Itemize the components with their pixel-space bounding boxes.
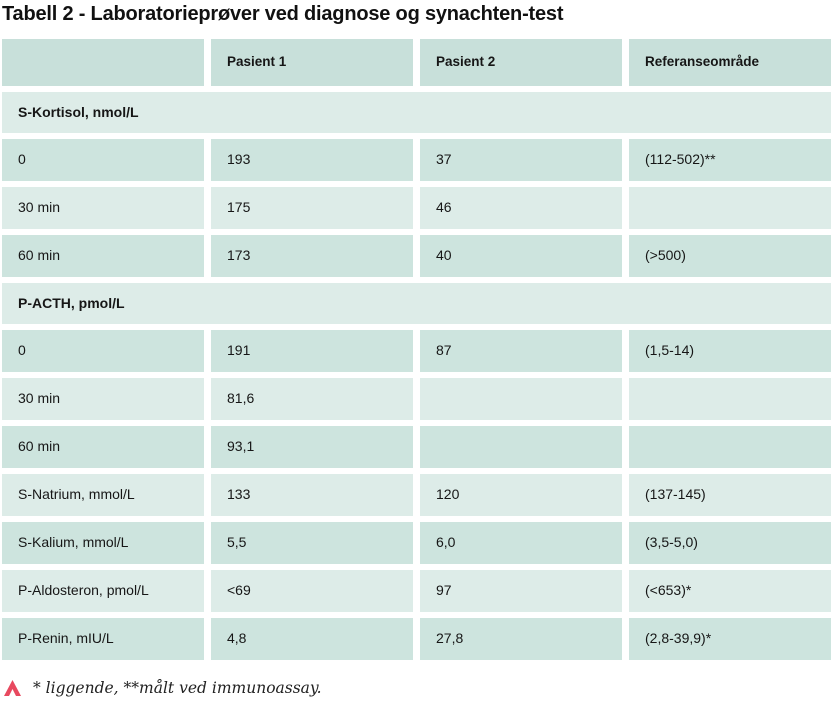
table-cell: 87 xyxy=(420,330,622,372)
table-row: 0 191 87 (1,5-14) xyxy=(2,330,831,372)
section-header-row-p-acth: P-ACTH, pmol/L xyxy=(2,283,831,324)
table-cell: S-Natrium, mmol/L xyxy=(2,474,204,516)
table-cell: P-Renin, mIU/L xyxy=(2,618,204,660)
table-cell: 0 xyxy=(2,330,204,372)
table-cell: 175 xyxy=(211,187,413,229)
table-cell: 97 xyxy=(420,570,622,612)
table-cell: 60 min xyxy=(2,426,204,468)
section-header-label: S-Kortisol, nmol/L xyxy=(2,92,831,133)
table-cell: 81,6 xyxy=(211,378,413,420)
column-header-pasient-2: Pasient 2 xyxy=(420,39,622,86)
table-cell: 30 min xyxy=(2,378,204,420)
table-cell: 0 xyxy=(2,139,204,181)
table-cell: 4,8 xyxy=(211,618,413,660)
table-cell xyxy=(629,378,831,420)
table-cell xyxy=(629,426,831,468)
table-row: 60 min 173 40 (>500) xyxy=(2,235,831,277)
table-cell: 27,8 xyxy=(420,618,622,660)
table-cell: (3,5-5,0) xyxy=(629,522,831,564)
column-header-pasient-1: Pasient 1 xyxy=(211,39,413,86)
table-cell: 173 xyxy=(211,235,413,277)
footnote-text: * liggende, **målt ved immunoassay. xyxy=(33,679,322,697)
table-cell xyxy=(420,378,622,420)
table-cell: <69 xyxy=(211,570,413,612)
table-cell: S-Kalium, mmol/L xyxy=(2,522,204,564)
section-header-row-s-kortisol: S-Kortisol, nmol/L xyxy=(2,92,831,133)
table-cell xyxy=(420,426,622,468)
table-row: S-Kalium, mmol/L 5,5 6,0 (3,5-5,0) xyxy=(2,522,831,564)
table-cell: 193 xyxy=(211,139,413,181)
page-title: Tabell 2 - Laboratorieprøver ved diagnos… xyxy=(2,3,564,25)
table-row: 30 min 81,6 xyxy=(2,378,831,420)
table-cell: 6,0 xyxy=(420,522,622,564)
table-cell: (137-145) xyxy=(629,474,831,516)
table-cell: (1,5-14) xyxy=(629,330,831,372)
table-row: 60 min 93,1 xyxy=(2,426,831,468)
table-row: P-Renin, mIU/L 4,8 27,8 (2,8-39,9)* xyxy=(2,618,831,660)
table-cell: 37 xyxy=(420,139,622,181)
table-cell: 191 xyxy=(211,330,413,372)
table-row: P-Aldosteron, pmol/L <69 97 (<653)* xyxy=(2,570,831,612)
table-cell: (<653)* xyxy=(629,570,831,612)
table-cell: 120 xyxy=(420,474,622,516)
table-cell: (>500) xyxy=(629,235,831,277)
table-cell: 133 xyxy=(211,474,413,516)
table-cell xyxy=(629,187,831,229)
table-row: S-Natrium, mmol/L 133 120 (137-145) xyxy=(2,474,831,516)
table-cell: 46 xyxy=(420,187,622,229)
column-header-referanseomrade: Referanseområde xyxy=(629,39,831,86)
table-cell: 60 min xyxy=(2,235,204,277)
column-header-empty xyxy=(2,39,204,86)
table-cell: (2,8-39,9)* xyxy=(629,618,831,660)
table-header-row: Pasient 1 Pasient 2 Referanseområde xyxy=(2,39,831,86)
table-row: 0 193 37 (112-502)** xyxy=(2,139,831,181)
table-cell: 40 xyxy=(420,235,622,277)
table-row: 30 min 175 46 xyxy=(2,187,831,229)
section-header-label: P-ACTH, pmol/L xyxy=(2,283,831,324)
table-cell: P-Aldosteron, pmol/L xyxy=(2,570,204,612)
table-cell: (112-502)** xyxy=(629,139,831,181)
chevron-up-icon xyxy=(4,680,21,696)
table-cell: 93,1 xyxy=(211,426,413,468)
lab-results-table: Pasient 1 Pasient 2 Referanseområde S-Ko… xyxy=(2,39,831,660)
table-cell: 5,5 xyxy=(211,522,413,564)
table-cell: 30 min xyxy=(2,187,204,229)
table-footnote: * liggende, **målt ved immunoassay. xyxy=(4,679,831,697)
